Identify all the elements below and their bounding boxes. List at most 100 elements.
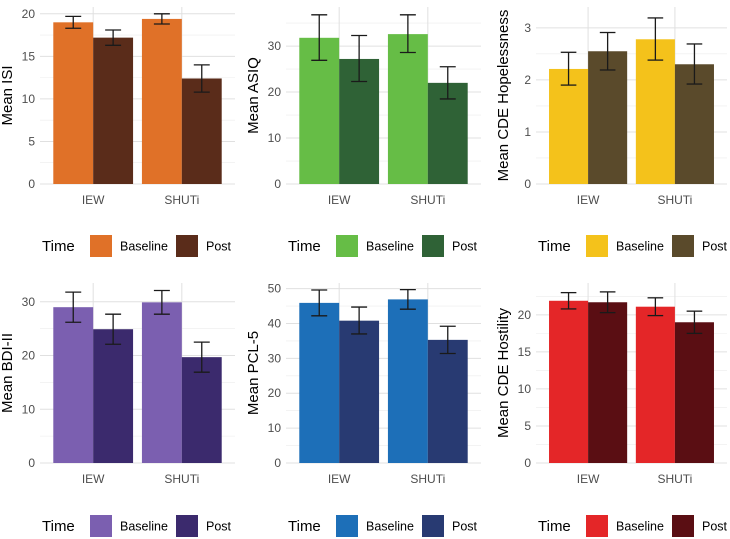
legend: Time Baseline Post [538,515,728,537]
y-axis-title: Mean CDE Hopelessness [495,10,512,182]
y-tick-label: 10 [518,382,532,396]
legend-label: Post [702,240,728,254]
legend-swatch [336,235,358,257]
bar-post [674,322,714,463]
error-bar [193,341,210,373]
error-bar [311,289,328,317]
bar-baseline [549,300,589,463]
bar-baseline [635,39,675,184]
error-bar [65,291,82,323]
error-bar [439,66,456,100]
legend-swatch [422,235,444,257]
legend-label: Post [452,520,478,534]
chart-panel: 0 5 10 15 20 IEW SHUTi Mean CDE Hostility Time Ba… [495,283,728,537]
error-bar [599,31,616,71]
chart-panel: 0 10 20 30 40 50 IEW SHUTi Mean PCL-5 Time Baselin… [245,282,481,537]
error-bar [65,15,82,29]
y-tick-label: 15 [518,345,532,359]
error-bar [351,34,368,83]
legend-label: Post [702,520,728,534]
legend-label: Baseline [616,240,664,254]
legend-swatch [336,515,358,537]
legend-swatch [586,515,608,537]
error-bar [153,13,170,25]
legend-label: Post [452,240,478,254]
error-bar [351,306,368,335]
error-bar [439,325,456,355]
y-tick-label: 15 [22,49,36,63]
y-tick-label: 0 [274,177,281,191]
legend: Time Baseline Post [288,235,478,257]
bar-baseline [549,68,589,184]
y-tick-label: 20 [268,386,282,400]
x-tick-label: IEW [82,472,105,486]
y-axis-title: Mean ASIQ [245,57,262,134]
error-bar [399,288,416,310]
legend-swatch [176,235,198,257]
x-tick-label: IEW [328,472,351,486]
legend-title: Time [538,238,571,255]
y-tick-label: 20 [22,7,36,21]
legend: Time Baseline Post [288,515,478,537]
legend-swatch [90,515,112,537]
error-bar [599,291,616,314]
error-bar [686,43,703,85]
error-bar [311,14,328,61]
legend-label: Baseline [366,240,414,254]
y-tick-label: 5 [28,134,35,148]
error-bar [399,14,416,54]
bar-post [588,302,628,463]
legend: Time Baseline Post [42,515,232,537]
bar-post [427,339,468,463]
legend-swatch [586,235,608,257]
error-bar [647,17,664,61]
y-tick-label: 0 [28,456,35,470]
bar-baseline [299,302,340,463]
legend-label: Baseline [366,520,414,534]
bar-baseline [141,302,182,463]
bar-baseline [299,37,340,184]
legend-title: Time [288,518,321,535]
y-tick-label: 0 [28,177,35,191]
y-tick-label: 20 [518,308,532,322]
y-tick-label: 30 [268,39,282,53]
y-tick-label: 20 [22,349,36,363]
y-tick-label: 40 [268,316,282,330]
y-tick-label: 10 [268,131,282,145]
bar-baseline [387,34,428,184]
bar-baseline [141,18,182,184]
x-tick-label: SHUTi [657,193,692,207]
x-tick-label: SHUTi [657,472,692,486]
legend-title: Time [42,238,75,255]
legend-title: Time [538,518,571,535]
legend-label: Baseline [120,240,168,254]
y-tick-label: 30 [22,295,36,309]
y-tick-label: 20 [268,85,282,99]
y-tick-label: 2 [524,73,531,87]
error-bar [105,313,122,345]
chart-panel: 0 1 2 3 IEW SHUTi Mean CDE Hopelessness Time Bas… [495,7,728,257]
bar-post [181,78,222,184]
y-tick-label: 5 [524,419,531,433]
legend-label: Post [206,240,232,254]
error-bar [153,289,170,315]
x-tick-label: SHUTi [164,472,199,486]
y-tick-label: 10 [22,92,36,106]
chart-panel: 0 5 10 15 20 IEW SHUTi Mean ISI Time Baseline Post [0,7,235,257]
x-tick-label: SHUTi [410,193,445,207]
legend-swatch [672,515,694,537]
legend-title: Time [288,238,321,255]
legend-swatch [90,235,112,257]
y-axis-title: Mean CDE Hostility [495,307,512,438]
x-tick-label: IEW [577,472,600,486]
legend-label: Baseline [120,520,168,534]
y-tick-label: 3 [524,21,531,35]
error-bar [560,51,577,86]
legend-label: Post [206,520,232,534]
bar-post [588,51,628,184]
bar-baseline [53,22,94,185]
y-tick-label: 1 [524,125,531,139]
error-bar [686,310,703,335]
x-tick-label: SHUTi [410,472,445,486]
error-bar [105,29,122,46]
